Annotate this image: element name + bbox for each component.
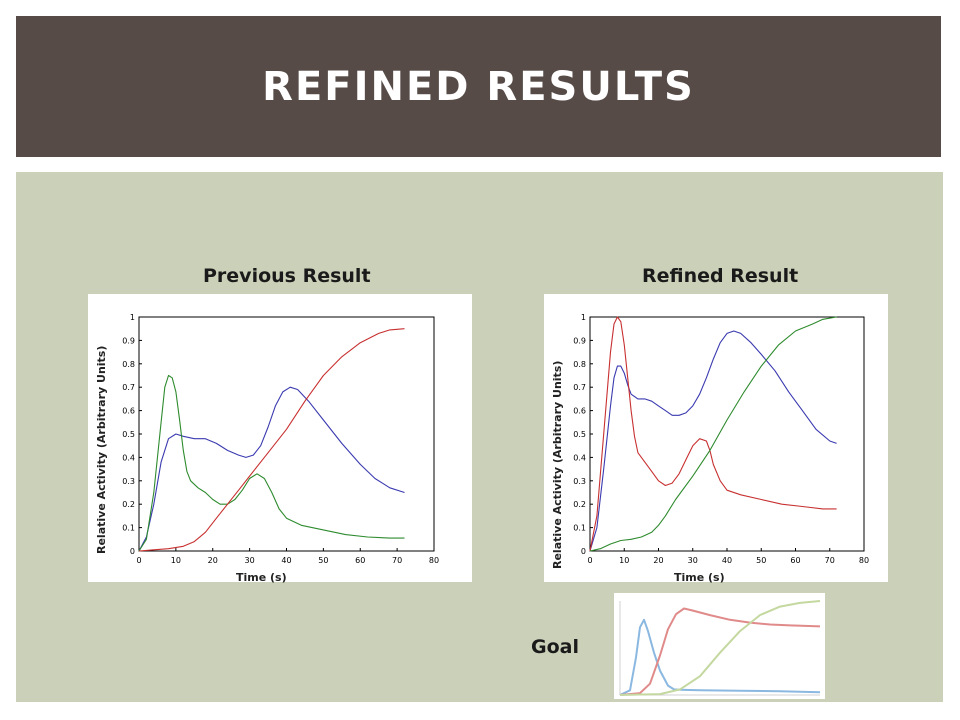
y-tick-label: 0.9 [573,336,586,345]
goal-series-line [619,600,821,696]
y-tick-label: 0.9 [122,336,135,345]
x-tick-label: 60 [355,556,365,565]
chart-panel-previous: 0 10 20 30 40 50 60 70 80 0 0.1 0.2 0.3 0.4 0.5 0.6 0.7 0… [88,294,472,584]
series-line-red [589,316,837,552]
y-tick-label: 0.8 [573,360,586,369]
y-tick-label: 0.2 [573,500,586,509]
chart-refined: 0 10 20 30 40 50 60 70 80 0 0.1 0.2 0.3 0.4 0.5 0.6 0.7 0… [573,313,869,565]
plot-frame [138,316,435,552]
plot-frame [589,316,865,552]
y-tick-label: 0.6 [573,407,586,416]
x-tick-label: 50 [756,556,766,565]
x-tick-label: 80 [859,556,869,565]
x-tick-label: 20 [208,556,218,565]
y-axis-label: Relative Activity (Arbitrary Units) [551,360,564,569]
y-tick-label: 0.8 [122,360,135,369]
y-tick-label: 0.5 [122,430,135,439]
y-tick-label: 0.1 [122,524,135,533]
x-tick-label: 30 [245,556,255,565]
x-tick-label: 0 [136,556,141,565]
slide-title: REFINED RESULTS [262,63,695,110]
y-tick-label: 0 [130,547,135,556]
y-tick-label: 0.7 [122,383,135,392]
y-tick-label: 1 [130,313,135,322]
y-tick-label: 0.1 [573,524,586,533]
y-tick-label: 0.4 [573,453,586,462]
y-tick-label: 0.2 [122,500,135,509]
x-tick-label: 60 [790,556,800,565]
x-tick-label: 20 [653,556,663,565]
x-tick-label: 50 [318,556,328,565]
chart-panel-refined: 0 10 20 30 40 50 60 70 80 0 0.1 0.2 0.3 0.4 0.5 0.6 0.7 0… [544,294,888,584]
goal-chart [619,600,821,696]
x-tick-label: 40 [281,556,291,565]
y-tick-label: 0 [581,547,586,556]
series-line-green [589,316,837,552]
y-tick-label: 0.6 [122,407,135,416]
series-line-blue [138,386,405,552]
y-tick-label: 0.4 [122,453,135,462]
chart-title-previous: Previous Result [203,265,371,287]
y-tick-label: 0.3 [122,477,135,486]
x-axis-label: Time (s) [674,571,725,584]
x-tick-label: 0 [587,556,592,565]
x-tick-label: 10 [619,556,629,565]
goal-label: Goal [531,636,579,658]
title-band: REFINED RESULTS [16,16,941,157]
x-tick-label: 10 [171,556,181,565]
chart-previous: 0 10 20 30 40 50 60 70 80 0 0.1 0.2 0.3 0.4 0.5 0.6 0.7 0… [122,313,439,565]
x-tick-label: 40 [722,556,732,565]
x-tick-label: 70 [392,556,402,565]
x-axis-label: Time (s) [236,571,287,584]
x-tick-label: 80 [429,556,439,565]
series-line-red [138,328,405,552]
series-line-green [138,374,405,552]
y-tick-label: 0.5 [573,430,586,439]
y-tick-label: 0.3 [573,477,586,486]
y-tick-label: 0.7 [573,383,586,392]
chart-title-refined: Refined Result [642,265,799,287]
x-tick-label: 30 [688,556,698,565]
goal-series-line [619,607,821,696]
goal-chart-panel [614,593,825,699]
y-axis-label: Relative Activity (Arbitrary Units) [95,345,108,554]
goal-series-line [619,618,821,696]
series-line-blue [589,330,837,552]
y-tick-label: 1 [581,313,586,322]
x-tick-label: 70 [825,556,835,565]
